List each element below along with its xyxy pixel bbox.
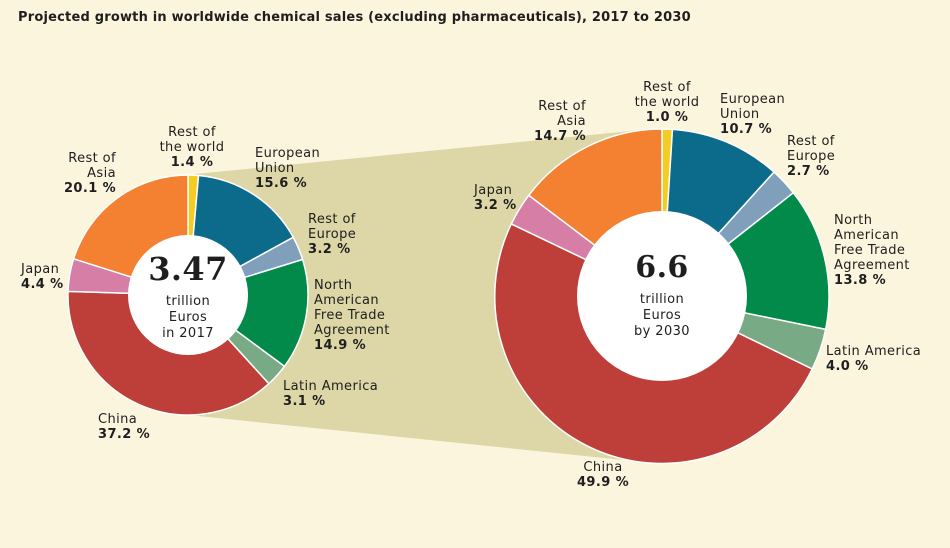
- center-2030: 6.6 trillion Euros by 2030: [602, 250, 722, 340]
- label-name: Europe: [787, 149, 836, 164]
- total-2017: 3.47: [148, 250, 228, 288]
- donut-hole: [577, 211, 747, 381]
- label-2030-rest-of-asia: Rest of Asia 14.7 %: [520, 99, 586, 144]
- label-2017-rest-of-asia: Rest of Asia 20.1 %: [50, 151, 116, 196]
- label-name: North: [834, 213, 873, 228]
- label-2030-latin-america: Latin America 4.0 %: [826, 344, 921, 374]
- total-2030: 6.6: [635, 250, 689, 285]
- chart-title: Projected growth in worldwide chemical s…: [18, 10, 691, 25]
- label-name: Free Trade: [314, 308, 386, 323]
- label-2030-nafta: North American Free Trade Agreement 13.8…: [834, 213, 910, 288]
- label-name: Latin America: [826, 344, 922, 359]
- unit-2017-line2: Euros: [168, 310, 208, 325]
- label-name: Latin America: [283, 379, 379, 394]
- unit-2030-line3: by 2030: [634, 324, 690, 339]
- label-name: the world: [159, 140, 225, 155]
- label-value: 2.7 %: [787, 164, 830, 179]
- label-2030-european-union: European Union 10.7 %: [720, 92, 785, 137]
- unit-2017-line3: in 2017: [162, 326, 214, 341]
- label-2030-japan: Japan 3.2 %: [474, 183, 517, 213]
- label-name: China: [583, 460, 623, 475]
- label-value: 10.7 %: [720, 122, 773, 137]
- label-name: Japan: [21, 262, 60, 277]
- label-value: 3.1 %: [283, 394, 326, 409]
- label-name: China: [98, 412, 138, 427]
- label-2017-china: China 37.2 %: [98, 412, 150, 442]
- label-name: Europe: [308, 227, 357, 242]
- label-2017-rest-of-europe: Rest of Europe 3.2 %: [308, 212, 356, 257]
- label-value: 37.2 %: [98, 427, 151, 442]
- label-name: European: [720, 92, 786, 107]
- label-name: Free Trade: [834, 243, 906, 258]
- unit-2017-line1: trillion: [165, 294, 211, 309]
- label-2017-latin-america: Latin America 3.1 %: [283, 379, 378, 409]
- label-value: 14.9 %: [314, 338, 367, 353]
- label-value: 1.0 %: [645, 110, 689, 125]
- label-2017-rest-of-world: Rest of the world 1.4 %: [156, 125, 228, 170]
- label-value: 14.7 %: [533, 129, 586, 144]
- label-2030-rest-of-europe: Rest of Europe 2.7 %: [787, 134, 835, 179]
- label-name: European: [255, 146, 321, 161]
- label-2017-nafta: North American Free Trade Agreement 14.9…: [314, 278, 390, 353]
- label-name: Asia: [87, 166, 116, 181]
- label-name: Rest of: [308, 212, 356, 227]
- label-value: 49.9 %: [576, 475, 630, 490]
- label-value: 4.0 %: [826, 359, 869, 374]
- label-name: American: [834, 228, 900, 243]
- label-name: Union: [255, 161, 295, 176]
- donut-hole: [128, 235, 248, 355]
- label-name: North: [314, 278, 353, 293]
- label-value: 20.1 %: [63, 181, 116, 196]
- label-name: Union: [720, 107, 760, 122]
- label-name: Rest of: [68, 151, 116, 166]
- label-value: 3.2 %: [474, 198, 517, 213]
- label-value: 1.4 %: [170, 155, 214, 170]
- label-name: American: [314, 293, 380, 308]
- label-name: Agreement: [834, 258, 910, 273]
- label-name: Rest of: [168, 125, 216, 140]
- label-name: Rest of: [787, 134, 835, 149]
- label-value: 3.2 %: [308, 242, 351, 257]
- donut-2017: [67, 174, 309, 416]
- label-name: Agreement: [314, 323, 390, 338]
- label-value: 15.6 %: [255, 176, 308, 191]
- label-value: 4.4 %: [21, 277, 64, 292]
- label-name: Rest of: [538, 99, 586, 114]
- label-name: the world: [634, 95, 700, 110]
- label-2017-japan: Japan 4.4 %: [21, 262, 64, 292]
- slice-china: [67, 290, 270, 416]
- label-2030-rest-of-world: Rest of the world 1.0 %: [628, 80, 706, 125]
- label-value: 13.8 %: [834, 273, 887, 288]
- label-name: Asia: [557, 114, 586, 129]
- label-name: Rest of: [643, 80, 691, 95]
- label-name: Japan: [474, 183, 513, 198]
- unit-2030-line2: Euros: [642, 308, 682, 323]
- label-2030-china: China 49.9 %: [570, 460, 636, 490]
- label-2017-european-union: European Union 15.6 %: [255, 146, 320, 191]
- center-2017: 3.47 trillion Euros in 2017: [138, 250, 238, 342]
- donut-2030: [494, 128, 830, 465]
- unit-2030-line1: trillion: [639, 292, 685, 307]
